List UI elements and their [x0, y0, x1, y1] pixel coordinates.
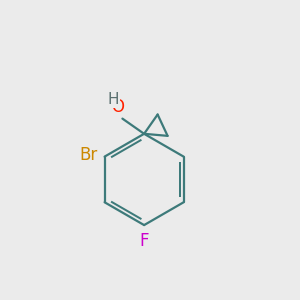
- Text: F: F: [140, 232, 149, 250]
- Text: Br: Br: [80, 146, 98, 164]
- Text: H: H: [108, 92, 119, 107]
- Text: O: O: [111, 98, 124, 116]
